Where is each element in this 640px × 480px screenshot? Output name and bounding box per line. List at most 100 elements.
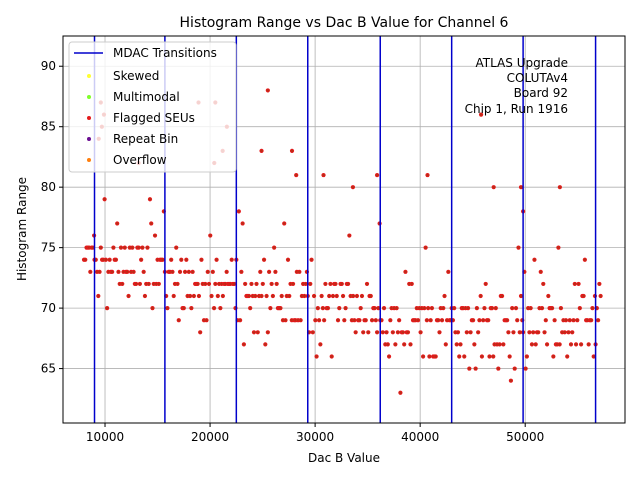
legend-dot-flagged-seus [87, 116, 91, 120]
data-point-overlay [97, 294, 100, 298]
data-point-overlay [487, 319, 490, 322]
data-point-overlay [374, 319, 377, 322]
data-point-overlay [367, 331, 370, 334]
data-point-overlay [127, 294, 130, 298]
x-tick-label: 10000 [86, 430, 124, 444]
data-point-overlay [542, 282, 545, 286]
data-point-overlay [530, 343, 534, 346]
legend-dot-skewed [87, 74, 91, 78]
data-point-overlay [89, 270, 92, 273]
data-point-overlay [183, 270, 187, 273]
data-point-overlay [422, 355, 425, 358]
data-point-overlay [283, 222, 286, 225]
data-point-overlay [196, 282, 199, 286]
data-point-overlay [299, 319, 302, 322]
annotation-line-4: Chip 1, Run 1916 [465, 102, 568, 116]
legend-label-flagged-seus: Flagged SEUs [113, 111, 195, 125]
data-point-overlay [175, 246, 178, 249]
data-point-overlay [343, 319, 346, 322]
data-point-overlay [114, 258, 118, 261]
data-point-overlay [359, 307, 362, 310]
data-point-overlay [539, 270, 542, 273]
data-point-overlay [312, 294, 316, 298]
data-point-overlay [250, 282, 253, 286]
data-point-overlay [545, 343, 549, 346]
data-point-overlay [401, 331, 405, 334]
data-point-overlay [273, 246, 276, 249]
data-point-overlay [404, 270, 407, 273]
y-tick-label: 70 [41, 301, 56, 315]
data-point-overlay [410, 282, 413, 286]
data-point-overlay [591, 307, 594, 310]
data-point-overlay [399, 391, 402, 394]
data-point-overlay [369, 294, 372, 298]
data-point-overlay [291, 282, 295, 286]
data-point-overlay [290, 149, 294, 152]
data-point-overlay [261, 282, 264, 286]
data-point-overlay [427, 307, 430, 310]
data-point-overlay [288, 294, 291, 298]
data-point-overlay [394, 343, 397, 346]
data-point-overlay [284, 319, 287, 322]
data-point-overlay [121, 282, 124, 286]
data-point-overlay [178, 270, 182, 273]
data-point-overlay [478, 319, 481, 322]
legend-label-mdac-transitions: MDAC Transitions [113, 46, 217, 60]
data-point-overlay [574, 343, 578, 346]
data-point-overlay [170, 258, 173, 261]
data-point-overlay [498, 343, 501, 346]
y-tick-label: 80 [41, 180, 56, 194]
data-point-overlay [398, 319, 401, 322]
data-point-overlay [166, 307, 169, 310]
data-point-overlay [132, 270, 135, 273]
data-point-overlay [150, 222, 153, 225]
legend: MDAC Transitions Skewed Multimodal Flagg… [68, 41, 237, 173]
data-point-overlay [91, 246, 94, 249]
data-point-overlay [180, 258, 183, 261]
data-point-overlay [338, 307, 341, 310]
data-point-overlay [512, 331, 515, 334]
data-point-overlay [373, 307, 376, 310]
data-point-overlay [469, 331, 472, 334]
data-point-overlay [138, 282, 141, 286]
data-point-overlay [126, 270, 129, 273]
data-point-overlay [599, 294, 602, 298]
data-point-overlay [409, 343, 412, 346]
data-point-overlay [225, 270, 228, 273]
data-point-overlay [200, 258, 203, 261]
data-point-overlay [455, 343, 458, 346]
legend-label-overflow: Overflow [113, 153, 167, 167]
data-point-overlay [528, 331, 531, 334]
data-point-overlay [444, 343, 447, 346]
data-point-overlay [214, 282, 217, 286]
data-point-overlay [583, 258, 586, 261]
data-point-overlay [137, 246, 140, 249]
data-point-overlay [403, 343, 406, 346]
data-point-overlay [597, 319, 600, 322]
data-point-overlay [161, 258, 164, 261]
data-point-overlay [406, 331, 410, 334]
data-point-overlay [265, 294, 268, 298]
data-point-overlay [340, 282, 343, 286]
data-point-overlay [540, 307, 544, 310]
data-point-overlay [106, 307, 109, 310]
data-point-overlay [473, 343, 476, 346]
data-point-overlay [111, 270, 114, 273]
data-point-overlay [375, 173, 379, 177]
data-point-overlay [578, 307, 581, 310]
data-point-overlay [185, 258, 188, 261]
data-point-overlay [483, 307, 486, 310]
data-point-overlay [141, 246, 144, 249]
data-point-overlay [286, 258, 290, 261]
y-tick-label: 75 [41, 241, 56, 255]
data-point-overlay [210, 294, 213, 298]
data-point-overlay [117, 270, 120, 273]
data-point-overlay [559, 307, 563, 310]
data-point-overlay [564, 319, 568, 322]
data-point-overlay [103, 198, 106, 201]
data-point-overlay [563, 331, 566, 334]
data-point-overlay [391, 331, 394, 334]
data-point-overlay [135, 282, 138, 286]
data-point-overlay [209, 234, 212, 237]
